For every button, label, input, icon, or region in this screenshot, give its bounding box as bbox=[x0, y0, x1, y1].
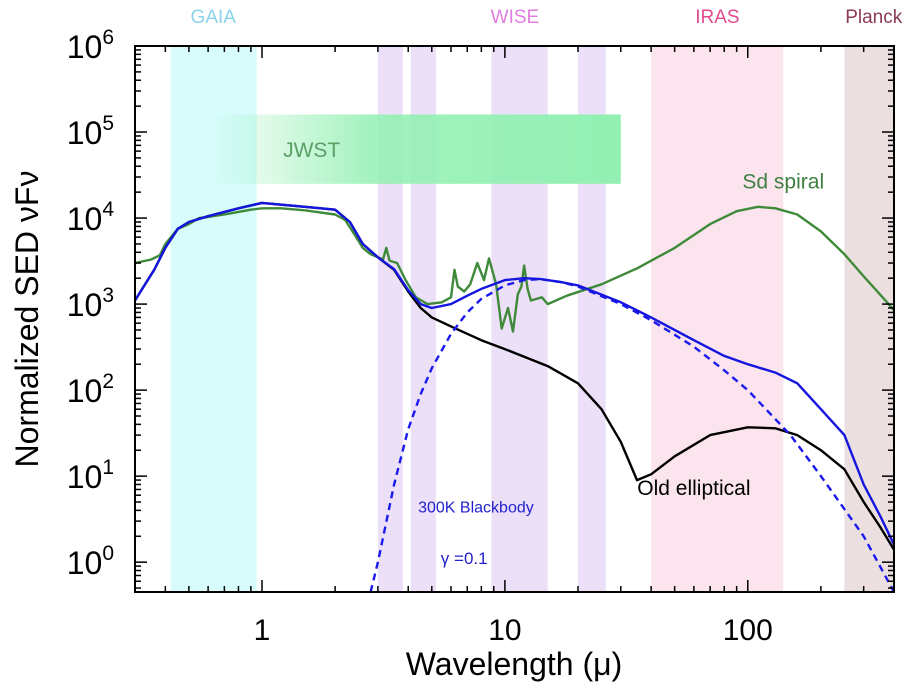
x-axis-label: Wavelength (μ) bbox=[406, 646, 622, 682]
jwst-label: JWST bbox=[283, 139, 340, 162]
band-label-planck: Planck bbox=[845, 7, 903, 28]
y-tick-label: 101 bbox=[67, 456, 114, 495]
annotation-300k-blackbody: 300K Blackbody bbox=[418, 499, 534, 516]
series-layer bbox=[135, 201, 894, 592]
plot-frame bbox=[134, 45, 895, 593]
band-label-iras: IRAS bbox=[695, 7, 739, 28]
y-tick-label: 100 bbox=[67, 542, 114, 581]
y-tick-label: 104 bbox=[67, 198, 115, 237]
y-axis-label: Normalized SED νFν bbox=[9, 171, 45, 468]
annotation-sd-spiral: Sd spiral bbox=[742, 171, 824, 194]
annotation-old-elliptical: Old elliptical bbox=[637, 477, 750, 500]
annotations-layer: Sd spiral Old elliptical 300K Blackbody γ =… bbox=[418, 171, 824, 568]
x-tick-label: 10 bbox=[488, 614, 521, 647]
jwst-band: JWST bbox=[208, 114, 621, 184]
series-sd-spiral bbox=[135, 205, 894, 333]
series-total-blue bbox=[135, 201, 894, 546]
y-tick-label: 102 bbox=[67, 370, 114, 409]
x-tick-label: 1 bbox=[254, 614, 271, 647]
band-label-gaia: GAIA bbox=[191, 7, 237, 28]
band-iras-0 bbox=[651, 46, 784, 592]
axis-ticks: 1 10 100 100 101 102 103 104 105 106 bbox=[67, 26, 895, 647]
y-tick-label: 103 bbox=[67, 284, 114, 323]
y-tick-label: 106 bbox=[67, 26, 114, 65]
x-tick-label: 100 bbox=[723, 614, 773, 647]
axis-labels: Wavelength (μ) Normalized SED νFν bbox=[9, 171, 622, 682]
jwst-rect bbox=[208, 114, 621, 184]
y-tick-label: 105 bbox=[67, 112, 114, 151]
series-300k-blackbody bbox=[369, 277, 894, 592]
annotation-0-1: γ =0.1 bbox=[441, 549, 488, 568]
band-planck-0 bbox=[844, 46, 894, 592]
band-label-wise: WISE bbox=[491, 7, 540, 28]
band-labels: GAIA WISE IRAS Planck bbox=[191, 7, 903, 28]
